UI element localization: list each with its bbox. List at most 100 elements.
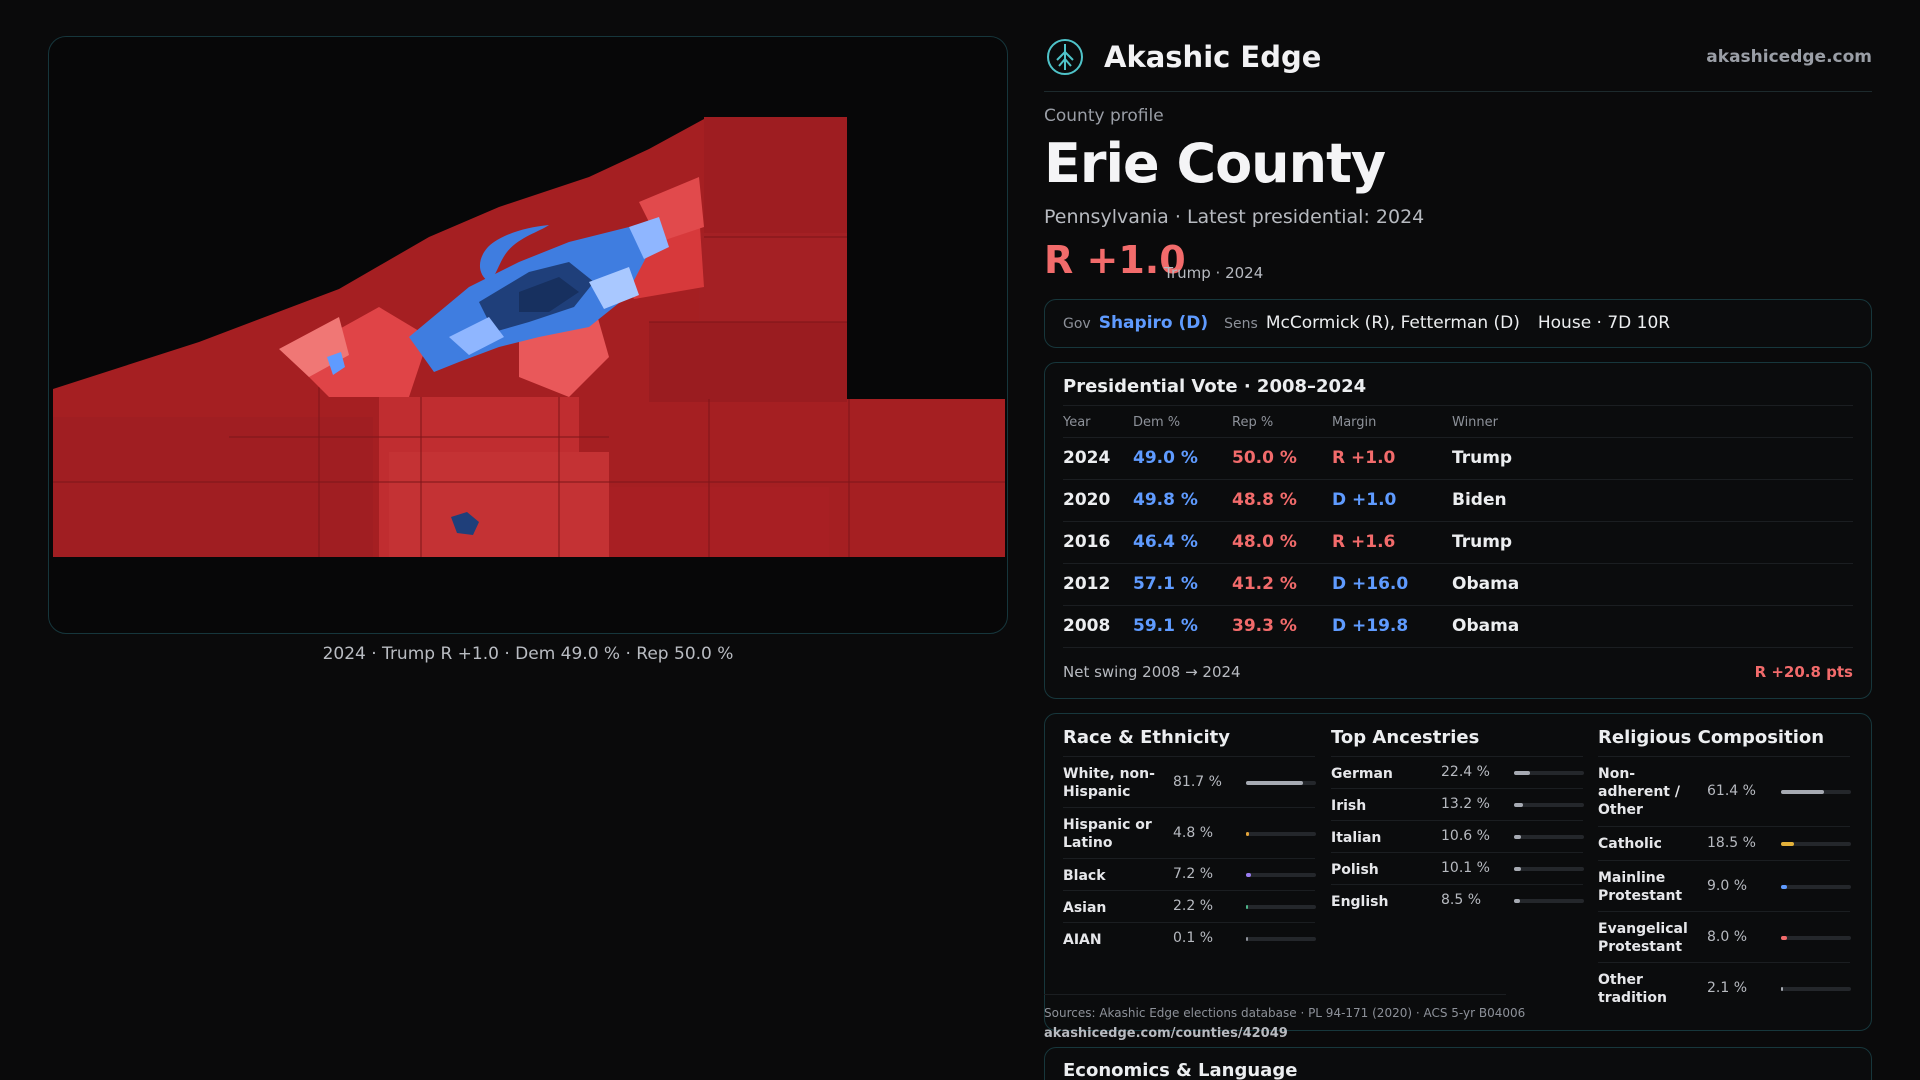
year-cell: 2008 [1063,616,1111,636]
year-cell: 2016 [1063,532,1111,552]
bar-track [1246,937,1316,941]
economics-title: Economics & Language [1063,1060,1298,1080]
net-swing-value: R +20.8 pts [1754,663,1853,681]
list-item: Irish 13.2 % [1331,788,1584,820]
county-url[interactable]: akashicedge.com/counties/42049 [1044,1026,1288,1041]
bar-fill [1514,899,1520,903]
presidential-title: Presidential Vote · 2008–2024 [1063,376,1367,397]
precinct [451,512,479,535]
county-profile-panel: Akashic Edge akashicedge.com County prof… [1044,0,1872,1080]
margin-cell: D +1.0 [1332,490,1397,510]
rep-cell: 48.0 % [1232,532,1297,552]
bar-fill [1514,771,1530,775]
officeholders-card: Gov Shapiro (D) Sens McCormick (R), Fett… [1044,299,1872,348]
bar-track [1514,867,1584,871]
bar-fill [1781,842,1794,846]
latest-margin: R +1.0 [1044,238,1186,282]
tree-logo-icon[interactable] [1046,38,1084,76]
item-percent: 7.2 % [1173,866,1214,882]
precinct [649,322,847,402]
precinct [699,233,847,323]
dem-cell: 57.1 % [1133,574,1198,594]
table-row: 2024 49.0 % 50.0 % R +1.0 Trump [1063,438,1853,480]
margin-cell: D +16.0 [1332,574,1409,594]
divider [1044,994,1506,995]
winner-cell: Trump [1452,532,1513,552]
rep-cell: 41.2 % [1232,574,1297,594]
item-label: Irish [1331,798,1367,814]
bar-fill [1246,780,1304,785]
header-year: Year [1063,415,1091,430]
margin-cell: R +1.6 [1332,532,1396,552]
item-label: Non-adherent / Other [1598,766,1680,818]
site-link[interactable]: akashicedge.com [1706,47,1872,67]
item-label: Evangelical Protestant [1598,921,1688,955]
gov-label: Gov [1063,316,1091,332]
item-label: Asian [1063,900,1107,916]
bar-track [1246,780,1316,785]
rep-cell: 50.0 % [1232,448,1297,468]
ancestry-title: Top Ancestries [1331,727,1480,748]
list-item: Non-adherent / Other 61.4 % [1598,756,1851,826]
winner-cell: Biden [1452,490,1507,510]
item-percent: 61.4 % [1707,783,1756,799]
economics-card: Economics & Language [1044,1047,1872,1080]
item-label: Black [1063,868,1106,884]
item-percent: 10.6 % [1441,828,1490,844]
bar-fill [1781,790,1824,794]
bar-track [1781,986,1851,991]
list-item: Mainline Protestant 9.0 % [1598,860,1851,911]
page-title: Erie County [1044,132,1386,195]
item-percent: 9.0 % [1707,877,1748,894]
item-label: White, non-Hispanic [1063,766,1155,800]
list-item: White, non-Hispanic 81.7 % [1063,756,1316,807]
bar-track [1246,831,1316,836]
dem-cell: 49.8 % [1133,490,1198,510]
bar-fill [1246,905,1248,909]
precinct [53,417,373,557]
precinct [389,452,609,557]
sources-note: Sources: Akashic Edge elections database… [1044,1006,1526,1020]
precinct [589,267,639,309]
brand-name[interactable]: Akashic Edge [1104,40,1322,74]
bar-fill [1246,831,1250,836]
year-cell: 2020 [1063,490,1111,510]
bar-track [1781,935,1851,940]
precinct [289,307,429,397]
item-percent: 8.5 % [1441,892,1482,908]
item-label: English [1331,894,1389,910]
bar-track [1246,905,1316,909]
bar-fill [1781,884,1788,889]
list-item: English 8.5 % [1331,884,1584,916]
bar-fill [1514,803,1524,807]
list-item: German 22.4 % [1331,756,1584,788]
list-item: Polish 10.1 % [1331,852,1584,884]
item-percent: 13.2 % [1441,796,1490,812]
item-percent: 8.0 % [1707,928,1748,945]
year-cell: 2024 [1063,448,1111,468]
item-label: Polish [1331,862,1379,878]
winner-cell: Trump [1452,448,1513,468]
item-percent: 0.1 % [1173,930,1214,946]
rep-cell: 48.8 % [1232,490,1297,510]
item-label: Hispanic or Latino [1063,817,1152,851]
bar-fill [1514,867,1522,871]
sens-label: Sens [1224,316,1258,332]
item-label: AIAN [1063,932,1102,948]
item-label: Other tradition [1598,972,1667,1006]
bar-fill [1246,937,1248,941]
bar-fill [1514,835,1522,839]
bar-fill [1246,873,1252,877]
county-map[interactable] [48,36,1008,634]
table-row: 2016 46.4 % 48.0 % R +1.6 Trump [1063,522,1853,564]
precinct-map-svg[interactable] [49,37,1008,634]
header-dem: Dem % [1133,415,1181,430]
item-percent: 2.1 % [1707,979,1748,996]
dem-cell: 49.0 % [1133,448,1198,468]
year-cell: 2012 [1063,574,1111,594]
bar-track [1514,835,1584,839]
header-rep: Rep % [1232,415,1274,430]
table-row: 2012 57.1 % 41.2 % D +16.0 Obama [1063,564,1853,606]
latest-margin-note: Trump · 2024 [1164,264,1264,282]
header-winner: Winner [1452,415,1499,430]
